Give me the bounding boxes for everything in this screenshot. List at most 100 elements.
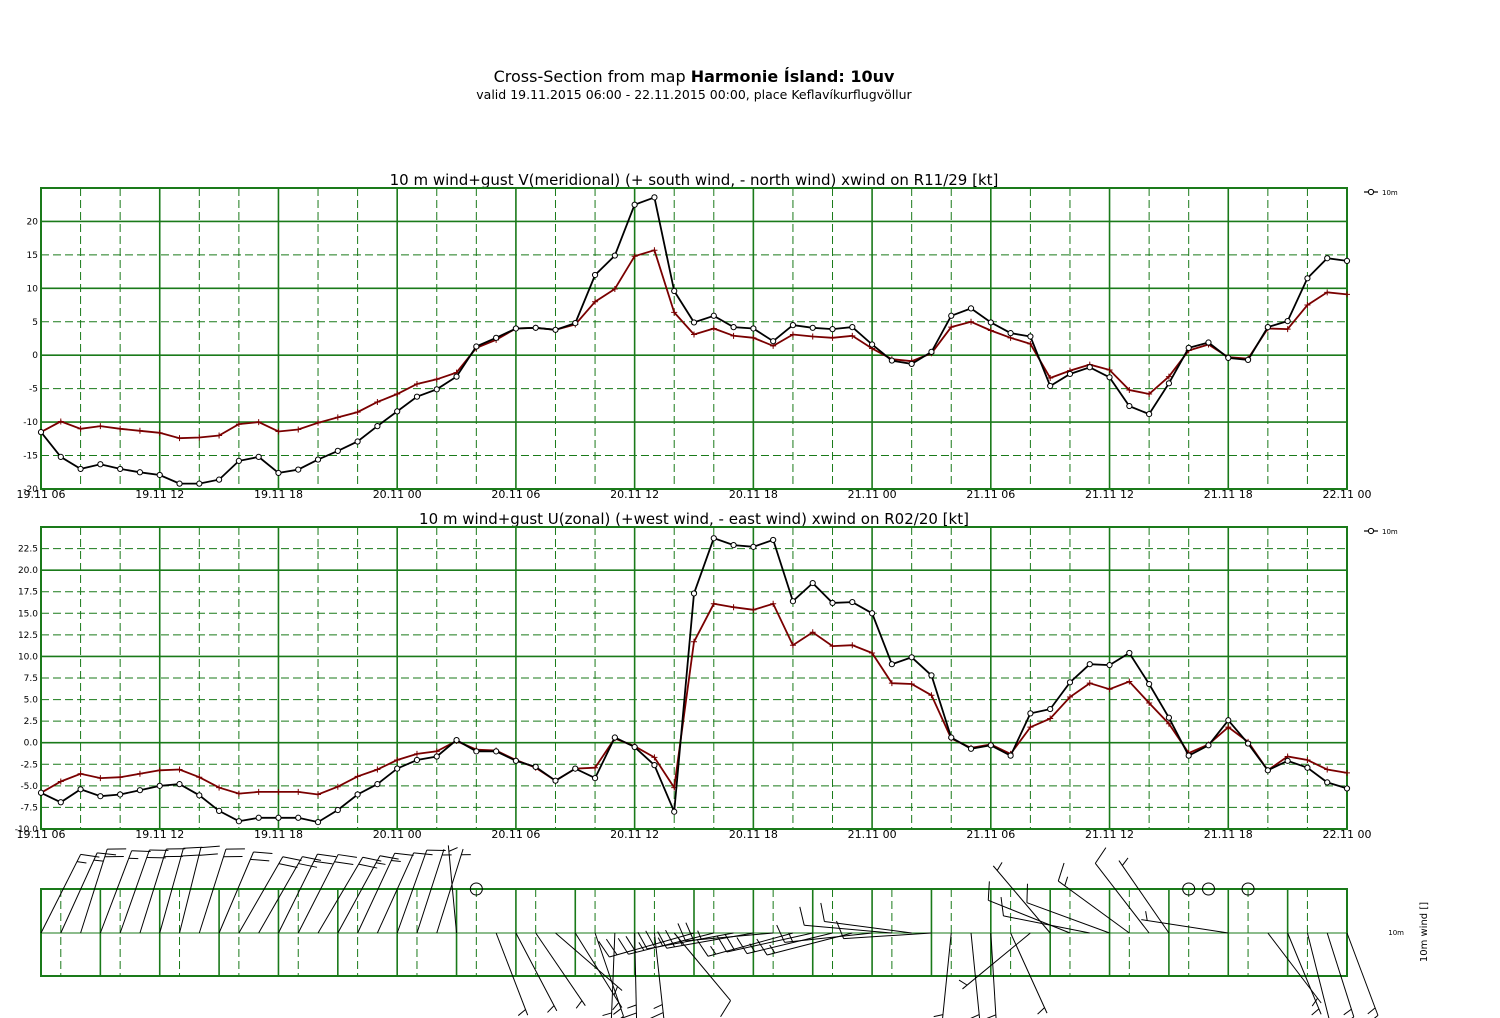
wind-barb-feather — [80, 853, 100, 858]
wind-barb-staff — [1346, 932, 1379, 1016]
data-point — [1106, 374, 1113, 381]
data-point — [394, 765, 401, 772]
data-point — [1106, 686, 1113, 693]
wind-barb-half-feather — [970, 1014, 980, 1018]
data-point — [967, 745, 975, 752]
data-point — [1324, 766, 1331, 773]
wind-barb — [1057, 862, 1130, 934]
wind-barb — [198, 848, 245, 934]
wind-barb-half-feather — [697, 930, 702, 940]
data-point — [57, 453, 64, 460]
data-point — [1027, 724, 1034, 731]
data-point — [1047, 705, 1054, 713]
x-tick-label: 21.11 18 — [1204, 828, 1253, 841]
wind-barb-feather — [617, 937, 629, 955]
data-point — [433, 753, 440, 760]
data-point — [176, 781, 183, 788]
data-point — [374, 766, 381, 773]
meridional-wind-chart: 10 m wind+gust V(meridional) (+ south wi… — [17, 171, 1398, 501]
wind-barb-staff — [628, 932, 714, 955]
wind-barb-feather — [97, 852, 117, 856]
data-point — [176, 435, 183, 442]
data-point — [671, 309, 678, 316]
wind-barb-half-feather — [677, 936, 683, 946]
data-point — [354, 773, 361, 780]
wind-barb-half-feather — [612, 1002, 620, 1011]
data-point — [1264, 324, 1271, 331]
data-point — [908, 360, 915, 368]
y-tick-label: -10 — [23, 418, 38, 428]
wind-barb-staff — [139, 848, 167, 934]
data-point — [1284, 326, 1291, 333]
data-point — [611, 252, 618, 259]
data-point — [1146, 700, 1153, 707]
data-point — [1126, 402, 1133, 410]
data-point — [948, 312, 955, 319]
wind-barb-staff — [238, 856, 284, 934]
data-point — [57, 778, 64, 785]
wind-barb-staff — [40, 854, 82, 934]
data-point — [1165, 373, 1172, 380]
data-point — [671, 287, 678, 295]
wind-barb — [40, 853, 100, 934]
wind-barb-staff — [159, 848, 184, 934]
wind-barb-staff — [337, 855, 381, 934]
data-point — [97, 423, 104, 430]
data-point — [829, 334, 836, 341]
data-point — [334, 447, 341, 454]
data-point — [37, 429, 45, 436]
wind-barb-staff — [843, 932, 932, 940]
wind-barb — [677, 922, 774, 942]
wind-barb — [1118, 857, 1170, 934]
data-point — [572, 320, 579, 327]
data-point — [433, 386, 440, 393]
x-tick-label: 20.11 12 — [610, 828, 659, 841]
data-point — [196, 792, 203, 799]
wind-barb-feather — [198, 853, 218, 856]
data-point — [928, 672, 935, 679]
data-point — [374, 781, 381, 788]
data-point — [591, 271, 599, 279]
data-point — [394, 756, 401, 763]
data-point — [651, 247, 658, 254]
wind-barb-staff — [1094, 863, 1150, 934]
wind-barb — [617, 932, 714, 955]
wind-barb-half-feather — [710, 946, 717, 955]
data-point — [631, 253, 638, 260]
data-point — [156, 767, 163, 774]
wind-barb-feather — [724, 933, 736, 951]
data-point — [1106, 661, 1113, 669]
wind-barb-staff — [447, 845, 458, 934]
data-point — [37, 789, 45, 796]
x-tick-label: 20.11 00 — [373, 828, 422, 841]
wind-barb — [1141, 911, 1229, 934]
wind-barb — [958, 932, 1031, 990]
series-line-wind — [40, 196, 1348, 485]
data-point — [117, 425, 124, 432]
x-tick-label: 21.11 00 — [848, 828, 897, 841]
data-point — [275, 428, 282, 435]
x-tick-label: 21.11 06 — [966, 828, 1015, 841]
wind-barb-feather — [685, 922, 694, 941]
data-point — [1343, 785, 1351, 792]
wind-barb — [139, 848, 186, 934]
wind-barb — [238, 856, 302, 934]
zonal-wind-chart: 10 m wind+gust U(zonal) (+west wind, - e… — [15, 510, 1398, 841]
data-point — [532, 324, 539, 331]
data-point — [374, 399, 381, 406]
data-point — [1185, 752, 1192, 759]
data-point — [730, 604, 737, 611]
wind-barb-staff — [685, 932, 774, 942]
wind-barb-staff — [80, 848, 108, 934]
wind-barb-feather — [657, 931, 668, 949]
data-point — [948, 734, 955, 741]
wind-barb-feather — [298, 863, 318, 868]
wind-barb — [1267, 932, 1322, 1007]
data-point — [710, 312, 717, 319]
wind-barb — [992, 862, 1051, 934]
data-point — [354, 409, 361, 416]
data-point — [849, 642, 856, 649]
wind-barb-feather — [677, 923, 686, 942]
wind-barb — [598, 932, 695, 958]
